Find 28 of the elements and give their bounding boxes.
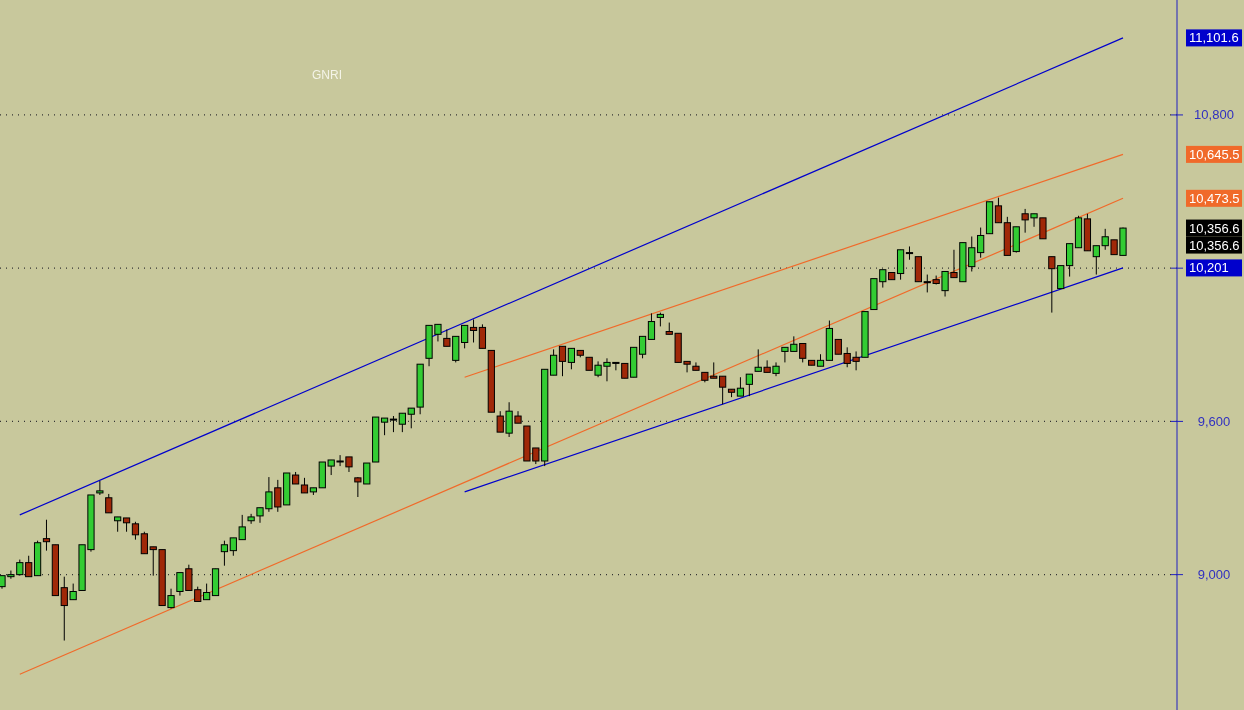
candlestick	[42, 519, 51, 552]
text: 11,101.6	[1189, 30, 1239, 46]
candlestick	[905, 245, 914, 261]
candlestick	[692, 361, 700, 371]
candlestick	[638, 335, 647, 359]
candlestick	[96, 480, 104, 496]
candlestick	[558, 345, 567, 377]
text: 10,201	[1189, 260, 1229, 276]
candlestick	[1066, 243, 1074, 278]
candlestick	[994, 197, 1003, 224]
candlestick	[549, 348, 558, 376]
candlestick	[105, 493, 113, 514]
candlestick	[220, 540, 229, 567]
y-tick-label: 9,600	[1197, 413, 1231, 429]
candlestick	[736, 376, 745, 397]
text: 10,645.5	[1189, 146, 1240, 162]
text: GNRI	[312, 68, 342, 82]
text: 10,356.6	[1189, 220, 1240, 236]
candlestick	[469, 319, 478, 343]
candlestick	[745, 373, 753, 397]
candlestick	[478, 323, 487, 349]
y-tick-label: 9,000	[1197, 567, 1231, 583]
candlestick	[896, 249, 905, 281]
y-tick-label: 10,800	[1194, 107, 1234, 123]
candlestick	[647, 312, 656, 340]
candlestick	[567, 347, 576, 370]
text: 10,473.5	[1189, 190, 1240, 206]
text: 10,356.6	[1189, 237, 1240, 253]
